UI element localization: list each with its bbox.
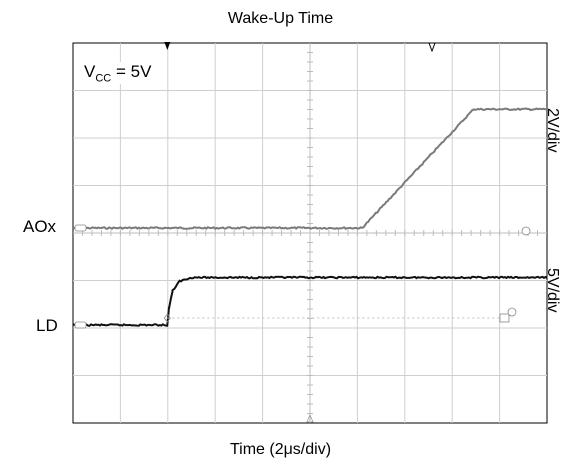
trigger-point-marker bbox=[163, 313, 171, 323]
grid bbox=[72, 42, 548, 424]
channel-ground-marker bbox=[74, 321, 87, 329]
channel-ground-marker bbox=[74, 224, 87, 232]
scale-label-aox: 2V/div bbox=[544, 108, 561, 153]
channel-label-ld: LD bbox=[36, 316, 58, 335]
trigger-level-marker bbox=[499, 313, 510, 323]
vcc-annotation: VCC = 5V bbox=[82, 62, 154, 85]
trigger-label-marker bbox=[507, 307, 517, 317]
chart-title: Wake-Up Time bbox=[227, 10, 334, 27]
trace-ld bbox=[72, 275, 548, 327]
cursor-marker bbox=[428, 42, 436, 53]
channel-label-aox: AOx bbox=[23, 217, 57, 236]
channel-label-marker bbox=[521, 226, 531, 236]
x-axis-label: Time (2μs/div) bbox=[229, 441, 332, 458]
bottom-center-marker bbox=[306, 413, 314, 423]
markers bbox=[74, 42, 531, 423]
traces bbox=[72, 107, 548, 327]
trigger-position-marker bbox=[164, 42, 171, 50]
scale-label-ld: 5V/div bbox=[544, 268, 561, 313]
trace-aox bbox=[72, 107, 548, 230]
